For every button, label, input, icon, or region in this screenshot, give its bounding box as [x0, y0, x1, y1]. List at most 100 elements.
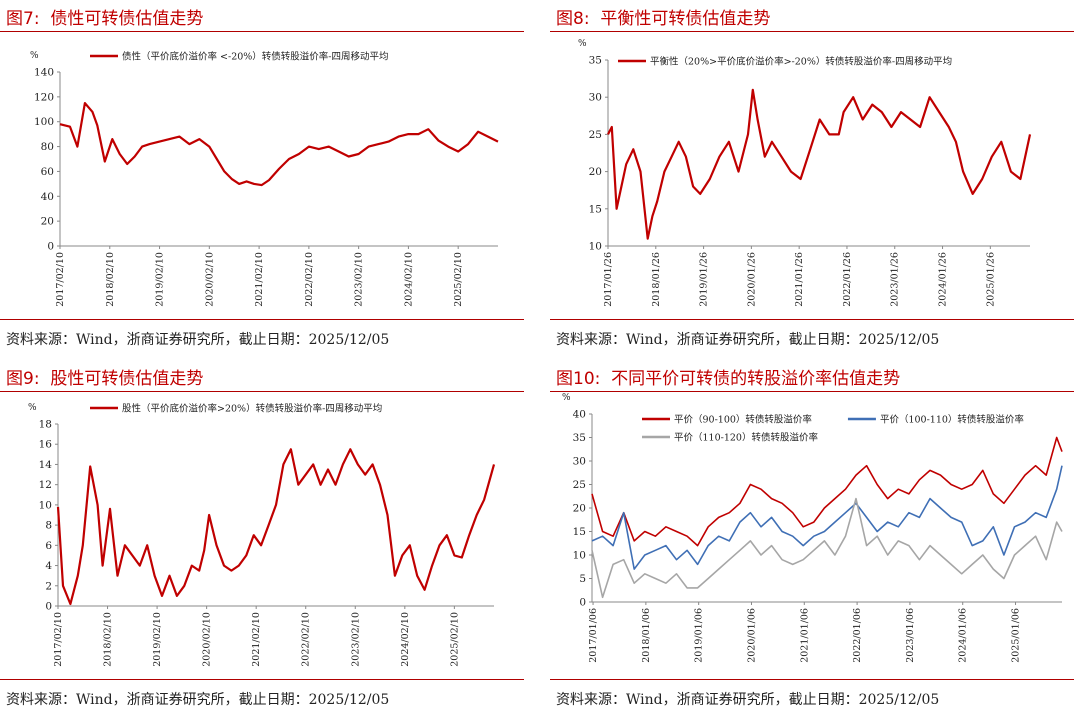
y-tick-label: 0 [45, 601, 52, 613]
title-rule [550, 31, 1074, 32]
title-rule [0, 391, 524, 392]
y-tick-label: 35 [573, 432, 586, 444]
series-line-1 [591, 465, 1063, 570]
x-tick-label: 2022/02/10 [304, 252, 315, 307]
x-tick-label: 2025/02/10 [453, 252, 464, 307]
y-tick-label: 14 [39, 459, 53, 471]
legend-label: 平价（100-110）转债转股溢价率 [880, 414, 1024, 426]
y-tick-label: 80 [41, 141, 54, 153]
source-rule [0, 679, 524, 680]
chart-fig8: % 10 15 20 25 30 35 2017/01/26 2018/01/26 2019/01… [578, 39, 1032, 307]
title-rule [550, 391, 1074, 392]
y-unit-label: % [562, 393, 571, 403]
x-tick-label: 2019/02/10 [155, 252, 166, 307]
x-tick-label: 2020/01/26 [746, 252, 757, 307]
source-note-fig9: 资料来源：Wind，浙商证券研究所，截止日期：2025/12/05 [6, 692, 390, 708]
source-note-fig8: 资料来源：Wind，浙商证券研究所，截止日期：2025/12/05 [556, 332, 940, 348]
x-tick-label: 2017/02/10 [55, 252, 66, 307]
x-tick-label: 2021/01/06 [799, 608, 810, 663]
y-tick-label: 15 [573, 526, 586, 538]
y-tick-label: 12 [39, 479, 52, 491]
y-tick-label: 5 [579, 573, 586, 585]
y-tick-label: 35 [589, 55, 602, 67]
source-note-fig10: 资料来源：Wind，浙商证券研究所，截止日期：2025/12/05 [556, 692, 940, 708]
x-tick-label: 2021/01/26 [794, 252, 805, 307]
y-tick-label: 60 [41, 166, 54, 178]
x-tick-label: 2017/01/26 [603, 252, 614, 307]
x-tick-label: 2017/01/06 [588, 608, 599, 663]
title-rule [0, 31, 524, 32]
source-rule [550, 319, 1074, 320]
chart-panel-fig10: 图10: 不同平价可转债的转股溢价率估值走势 % 0 5 10 15 20 25 30 35 40… [550, 360, 1080, 720]
y-tick-label: 25 [589, 129, 602, 141]
chart-title-fig10: 图10: 不同平价可转债的转股溢价率估值走势 [556, 369, 901, 389]
y-tick-label: 0 [579, 597, 586, 609]
y-tick-label: 2 [45, 580, 52, 592]
x-tick-label: 2019/01/06 [694, 608, 705, 663]
x-tick-label: 2024/02/10 [403, 252, 414, 307]
series-line-2 [591, 497, 1063, 599]
y-tick-label: 20 [41, 216, 54, 228]
x-tick-label: 2019/01/26 [699, 252, 710, 307]
chart-panel-fig8: 图8: 平衡性可转债估值走势 % 10 15 20 25 30 35 2017/01/26 20… [550, 0, 1080, 360]
y-tick-label: 0 [47, 241, 54, 253]
x-tick-label: 2025/01/06 [1011, 608, 1022, 663]
source-rule [550, 679, 1074, 680]
x-tick-label: 2023/01/26 [890, 252, 901, 307]
legend-label: 平衡性（20%>平价底价溢价率>-20%）转债转股溢价率-四周移动平均 [650, 56, 952, 68]
x-tick-label: 2024/01/06 [958, 608, 969, 663]
x-tick-label: 2018/01/26 [651, 252, 662, 307]
x-tick-label: 2018/01/06 [641, 608, 652, 663]
y-tick-label: 140 [34, 67, 54, 79]
x-tick-label: 2020/01/06 [746, 608, 757, 663]
x-tick-label: 2024/01/26 [938, 252, 949, 307]
x-tick-label: 2020/02/10 [204, 252, 215, 307]
series-line-0 [56, 448, 496, 606]
x-tick-label: 2021/02/10 [254, 252, 265, 307]
chart-panel-fig7: 图7: 债性可转债估值走势 % 0 20 40 60 80 100 120 140 2017/02… [0, 0, 530, 360]
x-tick-label: 2024/02/10 [400, 612, 411, 667]
chart-title-fig9: 图9: 股性可转债估值走势 [6, 369, 204, 389]
chart-title-fig8: 图8: 平衡性可转债估值走势 [556, 9, 771, 29]
y-tick-label: 8 [45, 520, 52, 532]
y-tick-label: 6 [45, 540, 52, 552]
series-line-0 [607, 88, 1032, 240]
x-tick-label: 2018/02/10 [103, 612, 114, 667]
x-tick-label: 2023/02/10 [350, 612, 361, 667]
legend-label: 债性（平价底价溢价率 <-20%）转债转股溢价率-四周移动平均 [122, 51, 389, 63]
legend-label: 平价（110-120）转债转股溢价率 [674, 432, 818, 444]
chart-fig10: % 0 5 10 15 20 25 30 35 40 2017/01/06 2018/01/06 201… [562, 393, 1063, 663]
chart-title-fig7: 图7: 债性可转债估值走势 [6, 9, 204, 29]
y-tick-label: 100 [34, 116, 54, 128]
x-tick-label: 2022/01/06 [852, 608, 863, 663]
x-tick-label: 2025/02/10 [449, 612, 460, 667]
y-tick-label: 15 [589, 203, 602, 215]
y-tick-label: 4 [45, 560, 52, 572]
y-tick-label: 10 [39, 499, 52, 511]
chart-fig7: % 0 20 40 60 80 100 120 140 2017/02/10 2018/02/10 2… [30, 51, 499, 307]
y-tick-label: 18 [39, 419, 52, 431]
y-tick-label: 120 [34, 91, 54, 103]
x-tick-label: 2022/01/26 [842, 252, 853, 307]
y-tick-label: 30 [589, 92, 602, 104]
y-tick-label: 20 [573, 503, 586, 515]
legend-label: 股性（平价底价溢价率>20%）转债转股溢价率-四周移动平均 [122, 403, 382, 415]
y-unit-label: % [28, 403, 37, 413]
source-rule [0, 319, 524, 320]
legend-label: 平价（90-100）转债转股溢价率 [674, 414, 812, 426]
x-tick-label: 2020/02/10 [202, 612, 213, 667]
series-line-0 [59, 102, 499, 187]
x-tick-label: 2019/02/10 [152, 612, 163, 667]
y-unit-label: % [30, 51, 39, 61]
y-tick-label: 40 [41, 191, 54, 203]
y-tick-label: 30 [573, 456, 586, 468]
y-unit-label: % [578, 39, 587, 49]
source-note-fig7: 资料来源：Wind，浙商证券研究所，截止日期：2025/12/05 [6, 332, 390, 348]
x-tick-label: 2017/02/10 [53, 612, 64, 667]
chart-panel-fig9: 图9: 股性可转债估值走势 % 0 2 4 6 8 10 12 14 16 18 2017/02/10… [0, 360, 530, 720]
x-tick-label: 2025/01/26 [985, 252, 996, 307]
x-tick-label: 2023/02/10 [354, 252, 365, 307]
y-tick-label: 25 [573, 479, 586, 491]
chart-fig9: % 0 2 4 6 8 10 12 14 16 18 2017/02/10 2018/02/10 2019… [28, 403, 496, 667]
x-tick-label: 2022/02/10 [301, 612, 312, 667]
